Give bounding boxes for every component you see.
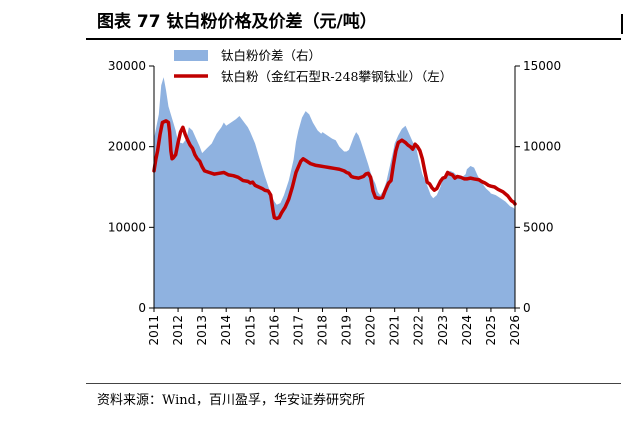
x-tick-label: 2016 [267,315,281,346]
right-tick-label: 5000 [523,220,554,234]
x-tick-label: 2017 [291,315,305,346]
right-tick-label: 0 [523,301,531,315]
legend: 钛白粉价差（右） 钛白粉（金红石型R-248攀钢钛业）（左） [174,48,452,84]
legend-label-price: 钛白粉（金红石型R-248攀钢钛业）（左） [221,69,452,84]
adjacent-panel-edge [621,14,630,34]
x-tick-label: 2022 [412,315,426,346]
x-tick-label: 2011 [147,315,161,346]
spread-area [154,77,515,308]
left-tick-label: 0 [138,301,146,315]
x-tick-label: 2020 [364,315,378,346]
left-tick-label: 10000 [108,220,146,234]
chart-title: 图表 77 钛白粉价格及价差（元/吨） [97,12,377,32]
legend-label-spread: 钛白粉价差（右） [221,48,321,63]
price-line [152,119,517,221]
x-tick-label: 2026 [508,315,522,346]
right-tick-label: 15000 [523,59,561,73]
x-tick-label: 2025 [484,315,498,346]
x-tick-label: 2013 [195,315,209,346]
title-underline [86,38,621,40]
x-tick-label: 2018 [315,315,329,346]
x-tick-label: 2015 [243,315,257,346]
x-tick-label: 2012 [171,315,185,346]
source-note: 资料来源：Wind，百川盈孚，华安证券研究所 [97,393,365,408]
left-tick-label: 30000 [108,59,146,73]
right-tick-label: 10000 [523,140,561,154]
x-tick-label: 2021 [388,315,402,346]
x-tick-label: 2014 [219,315,233,346]
legend-swatch-spread [174,50,208,61]
x-tick-label: 2019 [340,315,354,346]
source-divider [86,383,621,384]
x-tick-label: 2023 [436,315,450,346]
x-tick-label: 2024 [460,315,474,346]
left-tick-label: 20000 [108,140,146,154]
